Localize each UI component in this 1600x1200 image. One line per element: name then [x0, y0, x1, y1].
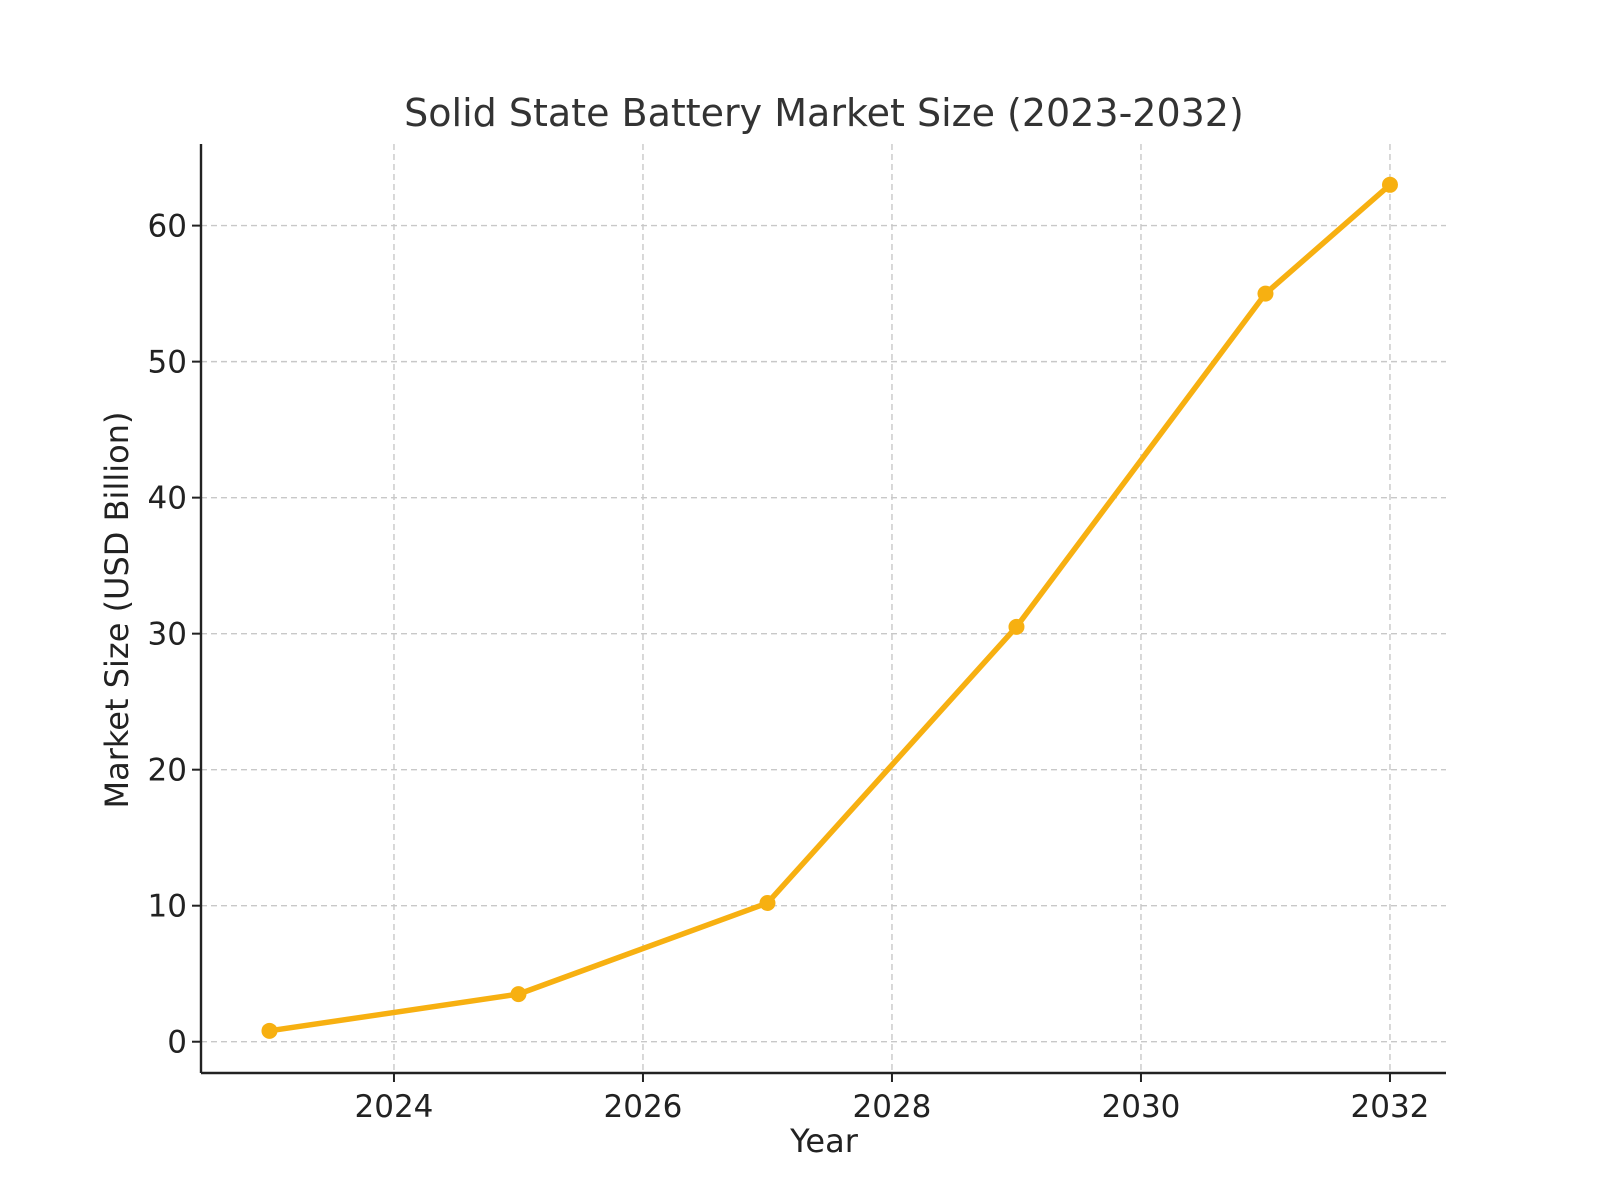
- y-tick-label: 10: [148, 889, 187, 925]
- series-layer: [261, 176, 1398, 1039]
- x-tick-label: 2026: [604, 1089, 683, 1125]
- x-ticks: 2024 2026 2028 2030 2032: [355, 1073, 1430, 1125]
- x-tick-label: 2032: [1351, 1089, 1430, 1125]
- y-tick-label: 40: [148, 481, 187, 517]
- y-tick-label: 60: [148, 209, 187, 245]
- data-point: [261, 1022, 278, 1039]
- axes: [199, 144, 1446, 1075]
- chart-title: Solid State Battery Market Size (2023-20…: [404, 91, 1244, 135]
- x-gridlines: [393, 144, 1391, 1073]
- series-line: [266, 182, 1393, 1034]
- y-axis-label: Market Size (USD Billion): [98, 412, 136, 809]
- x-tick-label: 2028: [853, 1089, 932, 1125]
- x-tick-label: 2030: [1102, 1089, 1181, 1125]
- data-point: [1381, 176, 1398, 193]
- y-tick-label: 20: [148, 753, 187, 789]
- data-point: [759, 894, 776, 911]
- x-axis-label: Year: [789, 1122, 859, 1160]
- y-tick-label: 30: [148, 617, 187, 653]
- data-point: [1257, 285, 1274, 302]
- y-gridlines: [201, 224, 1446, 1043]
- y-ticks: 0 10 20 30 40 50 60: [148, 209, 201, 1061]
- x-tick-label: 2024: [355, 1089, 434, 1125]
- data-point: [1008, 618, 1025, 635]
- data-point: [510, 986, 527, 1003]
- y-tick-label: 0: [167, 1025, 187, 1061]
- y-tick-label: 50: [148, 345, 187, 381]
